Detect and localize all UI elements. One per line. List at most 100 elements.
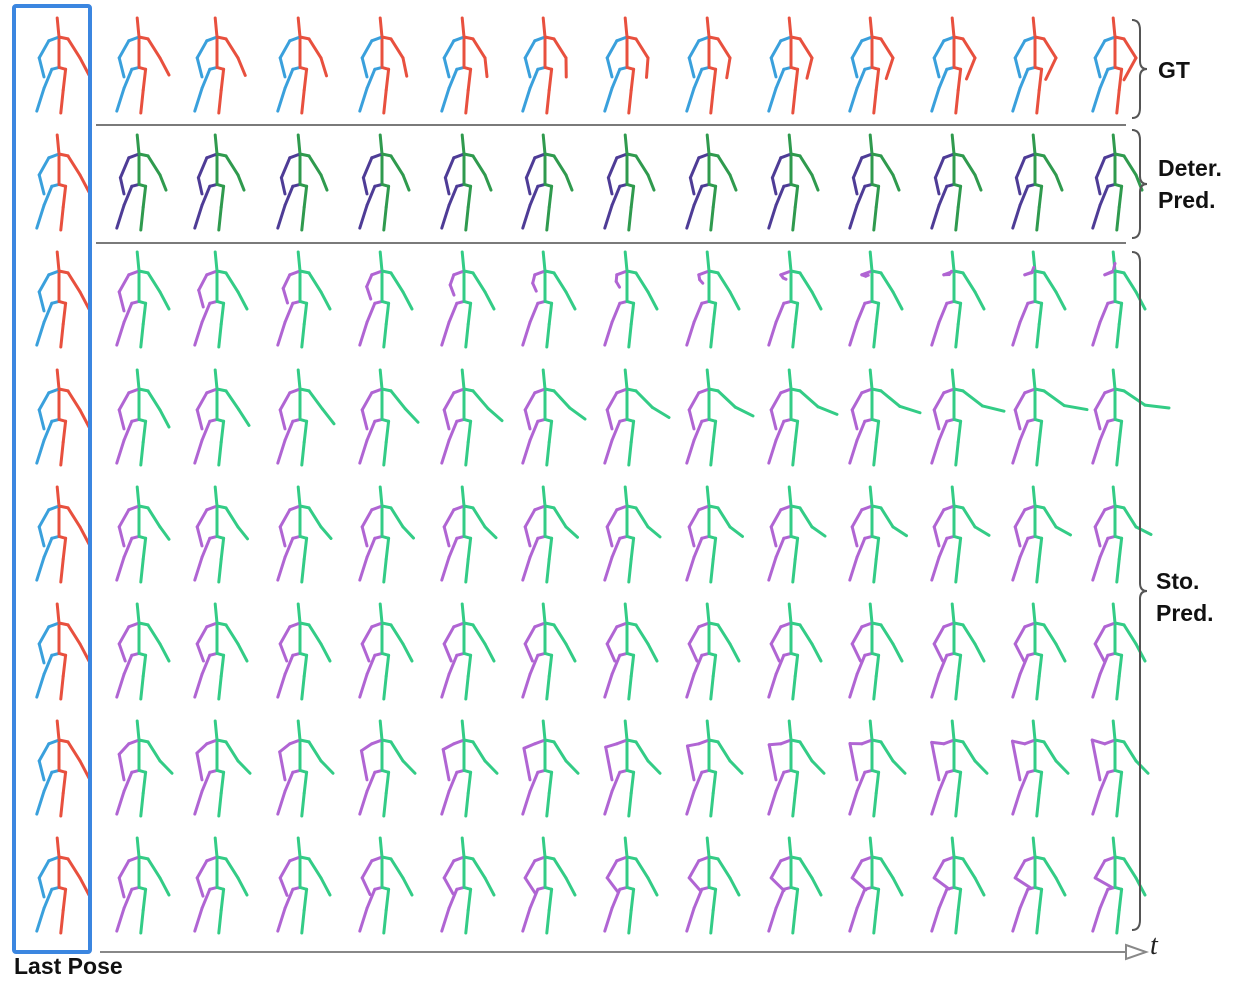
bone-segment [319, 525, 333, 540]
bone-segment [956, 653, 963, 678]
bone-segment [523, 56, 532, 79]
gt-pose-skeleton [848, 16, 895, 115]
bone-segment [791, 908, 797, 935]
bone-segment [615, 35, 629, 43]
bone-segment [117, 525, 126, 548]
bone-segment [442, 642, 453, 663]
bone-segment [942, 152, 956, 160]
deter-pose-skeleton [767, 133, 820, 232]
sto-pose-skeleton [193, 602, 249, 701]
sto-pose-skeleton [358, 602, 414, 701]
bone-segment [380, 152, 393, 158]
bone-segment [1042, 271, 1058, 294]
bone-segment [380, 621, 393, 627]
bone-segment [793, 653, 800, 678]
bone-segment [1091, 86, 1102, 113]
bone-segment [1042, 154, 1058, 177]
last-pose-box [12, 4, 92, 954]
bone-segment [697, 738, 711, 746]
bone-segment [685, 744, 696, 782]
sto-pose-skeleton [930, 368, 1006, 467]
bone-segment [115, 672, 126, 699]
bone-segment [462, 738, 475, 744]
bone-segment [117, 408, 126, 431]
bone-segment [122, 419, 134, 442]
bone-segment [973, 759, 989, 775]
sto-pose-skeleton [1011, 602, 1067, 701]
bone-segment [688, 176, 696, 196]
bone-segment [879, 857, 895, 880]
bone-segment [848, 86, 859, 113]
bone-segment [466, 653, 473, 678]
bone-segment [1103, 35, 1117, 43]
bone-segment [770, 176, 778, 196]
bone-segment [952, 387, 965, 393]
sto-pose-skeleton [115, 485, 171, 584]
bone-segment [193, 438, 204, 465]
bone-segment [215, 621, 228, 627]
bone-segment [370, 152, 384, 160]
bone-segment [37, 39, 51, 60]
bone-segment [627, 88, 633, 115]
sto-pose-skeleton [193, 719, 252, 818]
bone-segment [874, 184, 881, 209]
sto-pose-skeleton [1091, 368, 1171, 467]
bone-segment [956, 536, 963, 561]
bone-segment [141, 536, 148, 561]
bone-segment [236, 56, 247, 77]
bone-segment [389, 389, 407, 411]
bone-segment [891, 290, 904, 311]
bone-segment [965, 56, 977, 81]
bone-segment [521, 672, 532, 699]
bone-segment [610, 653, 622, 676]
bone-segment [1030, 265, 1036, 275]
bone-segment [219, 184, 226, 209]
bone-segment [127, 35, 141, 43]
sto-pose-skeleton [848, 836, 904, 935]
bone-segment [300, 88, 306, 115]
bone-segment [1098, 536, 1110, 559]
bone-segment [629, 887, 636, 912]
bone-segment [219, 770, 226, 795]
bone-segment [78, 408, 91, 429]
bone-segment [358, 438, 369, 465]
bone-segment [705, 250, 711, 273]
bone-segment [1011, 789, 1022, 816]
bone-segment [860, 152, 874, 160]
bone-segment [319, 290, 332, 311]
bone-segment [1122, 389, 1147, 407]
bone-segment [302, 184, 309, 209]
bone-segment [1023, 855, 1037, 863]
bone-segment [1113, 621, 1126, 627]
bone-segment [307, 154, 323, 177]
bone-segment [787, 602, 793, 625]
bone-segment [543, 269, 556, 275]
bone-segment [195, 56, 204, 79]
bone-segment [358, 555, 369, 582]
bone-segment [1014, 156, 1027, 180]
bone-segment [384, 536, 391, 561]
bone-segment [213, 368, 219, 391]
bone-segment [452, 621, 466, 629]
bone-segment [615, 621, 629, 629]
bone-segment [1033, 152, 1046, 158]
bone-segment [389, 271, 405, 294]
bone-segment [319, 173, 329, 192]
bone-segment [197, 288, 205, 309]
bone-segment [932, 56, 941, 79]
bone-segment [1031, 836, 1037, 859]
bone-segment [224, 389, 241, 412]
bone-segment [634, 623, 650, 646]
bone-segment [205, 35, 219, 43]
bone-segment [215, 504, 228, 510]
bone-segment [276, 555, 287, 582]
bone-segment [810, 876, 823, 897]
bone-segment [521, 555, 532, 582]
bone-segment [961, 740, 977, 763]
bone-segment [441, 742, 456, 751]
sto-pose-skeleton [440, 485, 498, 584]
bone-segment [522, 746, 532, 782]
bone-segment [205, 152, 219, 160]
sto-pose-skeleton [685, 602, 741, 701]
bone-segment [952, 621, 965, 627]
